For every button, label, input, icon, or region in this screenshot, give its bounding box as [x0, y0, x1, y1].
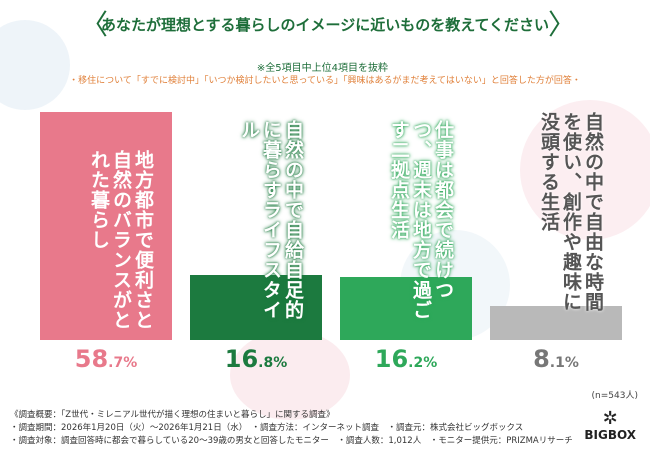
logo-icon: ✲ [602, 408, 618, 429]
footer-line: ・調査期間：2026年1月20日（火）～2026年1月21日（水） ・調査方法：… [10, 423, 524, 433]
bar-label: 自然の中で自由な時間を使い、創作や趣味に没頭する生活 [538, 112, 604, 312]
subtitle: ・移住について「すでに検討中」「いつか検討したいと思っている」「興味はあるがまだ… [69, 76, 581, 86]
bar-2 [190, 274, 322, 340]
bg-decoration [0, 20, 70, 110]
percent-label: 8.1% [533, 345, 579, 373]
footer-line: 《調査概要：「Z世代・ミレニアル世代が描く理想の住まいと暮らし」に関する調査》 [10, 410, 335, 420]
percent-label: 16.8% [224, 345, 288, 373]
sample-size: (n=543人) [591, 391, 638, 401]
bg-decoration [520, 100, 650, 240]
bar-1 [40, 112, 172, 340]
bar-label: 自然の中で自給自足的に暮らすライフスタイル [238, 120, 304, 320]
bar-label: 仕事は都会で続けつつ、週末は地方で過ごす二拠点生活 [388, 120, 454, 320]
bracket-left-icon: 〈 [80, 8, 109, 41]
chart-title: あなたが理想とする暮らしのイメージに近いものを教えてください [100, 16, 550, 34]
logo: ✲ BIGBOX [584, 408, 636, 443]
footer-line: ・調査対象：調査回答時に都会で暮らしている20～39歳の男女と回答したモニター … [10, 436, 573, 446]
bg-decoration [230, 330, 350, 420]
bar-label: 地方都市で便利さと自然のバランスがとれた暮らし [88, 150, 154, 330]
note: ※全5項目中上位4項目を抜粋 [256, 63, 388, 74]
percent-label: 16.2% [374, 345, 438, 373]
bar-3 [340, 277, 472, 340]
logo-text: BIGBOX [584, 428, 636, 442]
bar-4 [490, 306, 622, 340]
percent-label: 58.7% [74, 345, 138, 373]
bracket-right-icon: 〉 [548, 8, 577, 41]
